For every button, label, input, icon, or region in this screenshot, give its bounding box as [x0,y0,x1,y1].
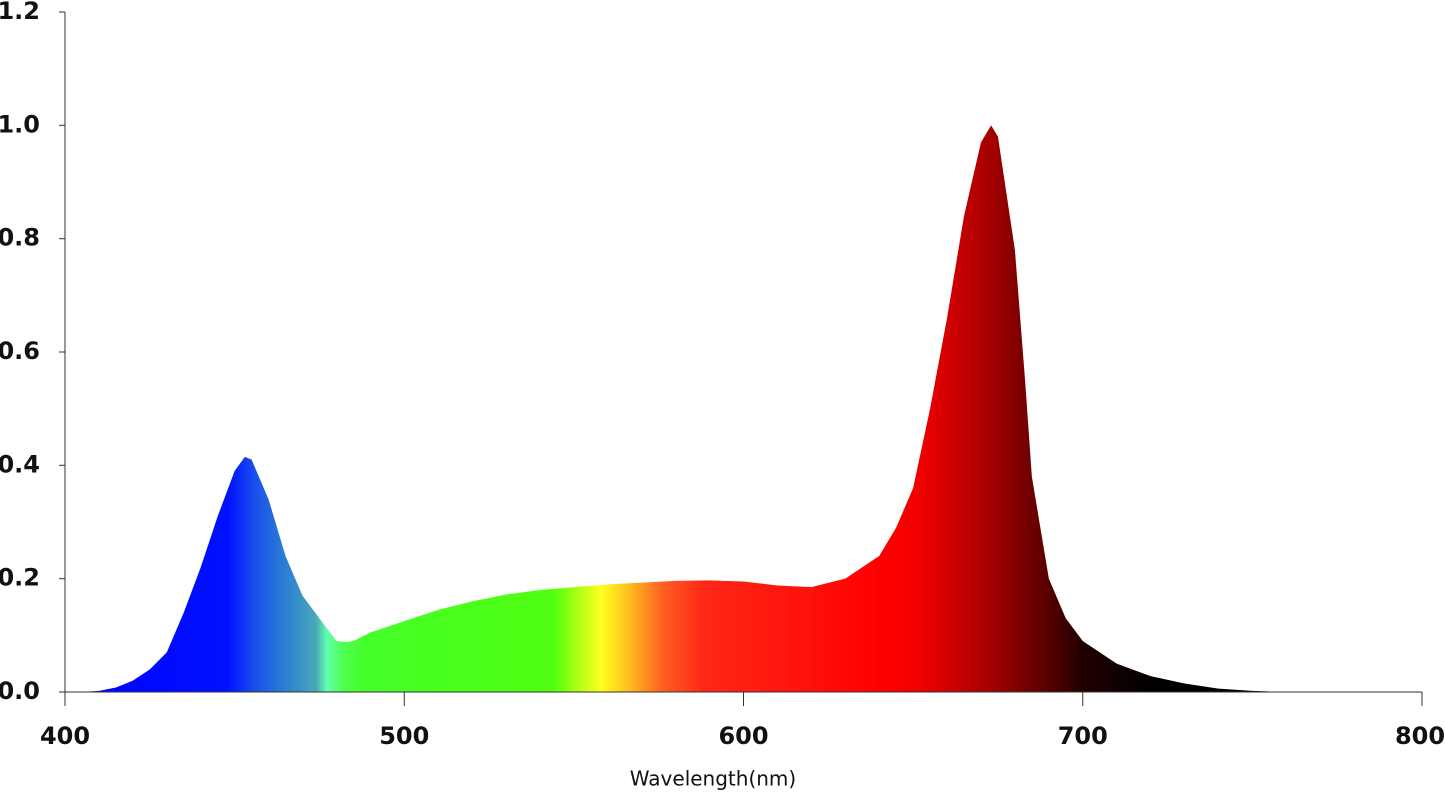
x-tick-label: 700 [1058,722,1108,750]
y-tick-label: 1.0 [0,110,40,138]
y-tick-label: 0.4 [0,450,40,478]
x-tick-label: 800 [1395,722,1445,750]
x-axis-title: Wavelength(nm) [630,767,796,791]
x-tick-label: 600 [718,722,768,750]
y-tick-label: 0.2 [0,564,40,592]
y-tick-label: 0.8 [0,224,40,252]
y-tick-label: 1.2 [0,0,40,25]
x-tick-label: 500 [379,722,429,750]
y-tick-label: 0.0 [0,677,40,705]
x-tick-label: 400 [40,722,90,750]
spectrum-area [65,125,1287,693]
y-tick-label: 0.6 [0,337,40,365]
